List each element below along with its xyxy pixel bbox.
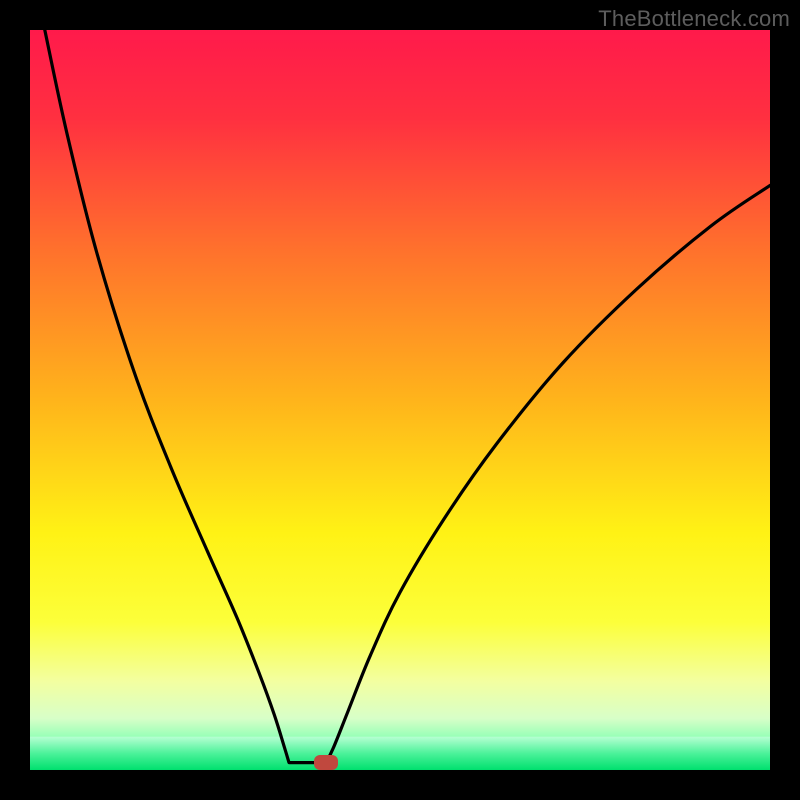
plot-area — [30, 30, 770, 770]
optimal-point-marker — [314, 755, 338, 770]
watermark-text: TheBottleneck.com — [598, 6, 790, 32]
bottleneck-curve — [30, 30, 770, 770]
chart-frame: TheBottleneck.com — [0, 0, 800, 800]
